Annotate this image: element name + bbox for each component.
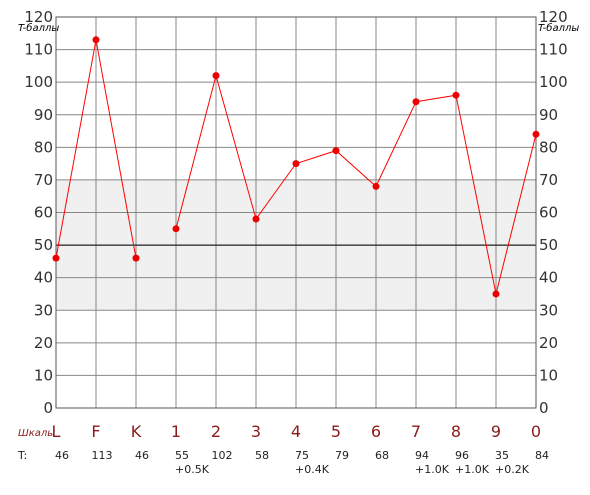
t-value-label: 79	[335, 449, 349, 462]
y-tick-label: 70	[34, 171, 53, 189]
data-point-L	[52, 254, 60, 262]
data-point-0	[532, 130, 540, 138]
y-tick-label: 10	[539, 366, 558, 384]
data-point-9	[492, 290, 500, 298]
t-value-label: 35	[495, 449, 509, 462]
scale-names: L F K 1 2 3 4 5 6 7 8 9 0	[52, 422, 542, 441]
y-tick-label: 80	[539, 138, 558, 156]
y-tick-label: 50	[539, 236, 558, 254]
profile-line	[175, 73, 537, 295]
data-points	[52, 36, 540, 298]
y-tick-label: 10	[34, 366, 53, 384]
y-tick-label: 20	[34, 334, 53, 352]
scale-label-4: 4	[291, 422, 301, 441]
t-values: 46 113 46 55 102 58 75 79 68 94 96 35 84	[55, 449, 549, 462]
k-correction-label: +1.0K	[455, 463, 490, 476]
scale-label-F: F	[91, 422, 100, 441]
k-correction-label: +0.4K	[295, 463, 330, 476]
y-axis-label-left: T-баллы	[18, 22, 59, 34]
y-tick-label: 40	[539, 269, 558, 287]
scale-label-0: 0	[531, 422, 541, 441]
data-point-2	[212, 72, 220, 80]
y-tick-label: 0	[539, 399, 549, 417]
scale-label-L: L	[52, 422, 61, 441]
y-tick-label: 30	[539, 301, 558, 319]
y-tick-label: 90	[34, 106, 53, 124]
data-point-7	[412, 98, 420, 106]
k-correction-label: +0.5K	[175, 463, 210, 476]
k-correction-label: +0.2K	[495, 463, 530, 476]
y-tick-label: 90	[539, 106, 558, 124]
plot-frame	[55, 16, 537, 409]
t-value-label: 84	[535, 449, 549, 462]
scale-label-K: K	[131, 422, 142, 441]
data-point-4	[292, 160, 300, 168]
y-tick-label: 30	[34, 301, 53, 319]
y-tick-label: 20	[539, 334, 558, 352]
scale-label-5: 5	[331, 422, 341, 441]
y-tick-label: 110	[24, 41, 53, 59]
y-tick-label: 80	[34, 138, 53, 156]
t-value-label: 94	[415, 449, 429, 462]
y-tick-label: 40	[34, 269, 53, 287]
scale-label-9: 9	[491, 422, 501, 441]
scales-row-label: Шкалы	[18, 428, 55, 439]
scale-label-3: 3	[251, 422, 261, 441]
t-value-label: 55	[175, 449, 189, 462]
scale-label-6: 6	[371, 422, 381, 441]
t-value-label: 75	[295, 449, 309, 462]
y-tick-label: 60	[34, 204, 53, 222]
y-tick-label: 100	[539, 73, 568, 91]
t-value-label: 46	[55, 449, 69, 462]
t-value-label: 102	[212, 449, 233, 462]
data-point-F	[92, 36, 100, 44]
t-value-label: 68	[375, 449, 389, 462]
t-row-label: T:	[17, 449, 27, 462]
y-tick-label: 60	[539, 204, 558, 222]
y-tick-label: 70	[539, 171, 558, 189]
t-value-label: 58	[255, 449, 269, 462]
t-value-label: 46	[135, 449, 149, 462]
scale-label-1: 1	[171, 422, 181, 441]
k-correction-label: +1.0K	[415, 463, 450, 476]
y-tick-label: 0	[43, 399, 53, 417]
y-axis-label-right: T-баллы	[538, 22, 579, 34]
scale-label-7: 7	[411, 422, 421, 441]
y-ticks-right: 0 10 20 30 40 50 60 70 80 90 100 110 120	[539, 8, 568, 417]
y-ticks-left: 0 10 20 30 40 50 60 70 80 90 100 110 120	[24, 8, 53, 417]
t-value-label: 113	[92, 449, 113, 462]
scale-label-8: 8	[451, 422, 461, 441]
data-point-8	[452, 91, 460, 99]
data-point-3	[252, 215, 260, 223]
y-tick-label: 50	[34, 236, 53, 254]
t-value-label: 96	[455, 449, 469, 462]
data-point-K	[132, 254, 140, 262]
data-point-5	[332, 147, 340, 155]
y-tick-label: 110	[539, 41, 568, 59]
k-corrections: +0.5K +0.4K +1.0K +1.0K +0.2K	[175, 463, 530, 476]
y-tick-label: 120	[539, 8, 568, 26]
data-point-1	[172, 225, 180, 233]
data-point-6	[372, 182, 380, 190]
y-tick-label: 120	[24, 8, 53, 26]
y-tick-label: 100	[24, 73, 53, 91]
scale-label-2: 2	[211, 422, 221, 441]
